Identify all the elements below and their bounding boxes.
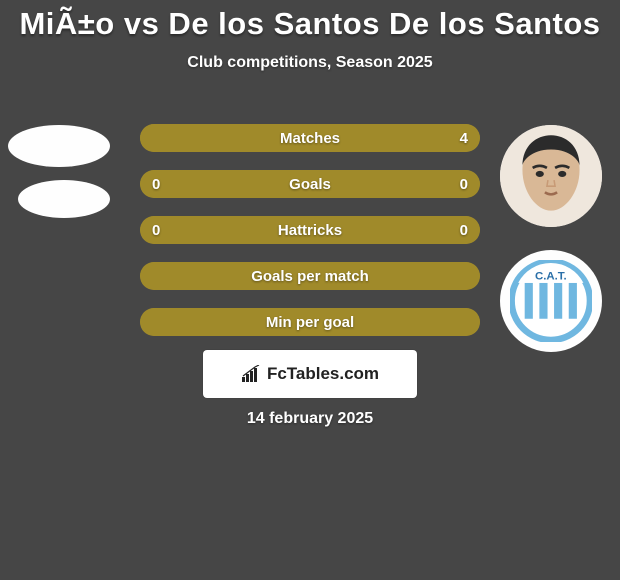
stat-bar-goals: 0 0 Goals: [140, 170, 480, 198]
stat-value-left: 0: [152, 176, 160, 193]
player-left-avatar: [8, 125, 110, 167]
player-right-avatar: [500, 125, 602, 227]
fctables-logo: FcTables.com: [203, 350, 417, 398]
club-right-badge: C.A.T.: [500, 250, 602, 352]
chart-icon: [241, 365, 263, 383]
stat-label: Goals per match: [251, 268, 369, 285]
stat-value-right: 0: [460, 222, 468, 239]
stat-bar-goals-per-match: Goals per match: [140, 262, 480, 290]
stat-bar-hattricks: 0 0 Hattricks: [140, 216, 480, 244]
page-title: MiÃ±o vs De los Santos De los Santos: [0, 0, 620, 42]
stat-value-right: 0: [460, 176, 468, 193]
comparison-date: 14 february 2025: [0, 410, 620, 428]
stat-label: Matches: [280, 130, 340, 147]
subtitle: Club competitions, Season 2025: [0, 54, 620, 72]
club-left-badge: [18, 180, 110, 218]
bar-fill-right: [310, 170, 480, 198]
stat-bar-min-per-goal: Min per goal: [140, 308, 480, 336]
club-crest-icon: C.A.T.: [510, 260, 592, 342]
stat-value-right: 4: [460, 130, 468, 147]
stat-value-left: 0: [152, 222, 160, 239]
logo-text: FcTables.com: [267, 364, 379, 384]
stat-label: Goals: [289, 176, 331, 193]
svg-text:C.A.T.: C.A.T.: [535, 271, 567, 283]
comparison-card: MiÃ±o vs De los Santos De los Santos Clu…: [0, 0, 620, 580]
stat-bars: 4 Matches 0 0 Goals 0 0 Hattricks Goals per matc…: [140, 124, 480, 354]
stat-label: Hattricks: [278, 222, 342, 239]
bar-fill-left: [140, 170, 310, 198]
player-face-icon: [500, 125, 602, 227]
stat-label: Min per goal: [266, 314, 354, 331]
stat-bar-matches: 4 Matches: [140, 124, 480, 152]
